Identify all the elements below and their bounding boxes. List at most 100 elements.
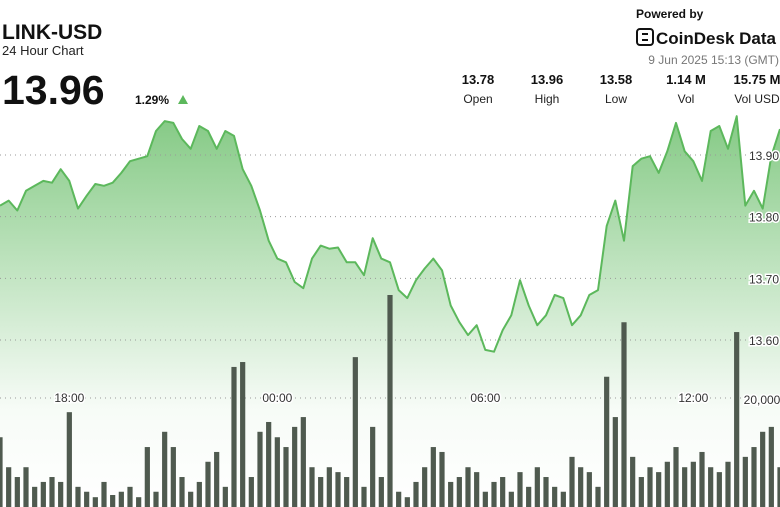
volume-bar bbox=[118, 491, 124, 507]
volume-bar bbox=[448, 481, 454, 507]
volume-bar bbox=[240, 362, 246, 507]
volume-bar bbox=[586, 472, 592, 507]
volume-bar bbox=[248, 477, 254, 507]
volume-bar bbox=[500, 477, 506, 507]
stat-value: 13.96 bbox=[531, 72, 564, 87]
volume-bar bbox=[534, 467, 540, 507]
volume-bar bbox=[110, 495, 116, 507]
volume-bar bbox=[526, 486, 532, 507]
y-tick-label: 13.60 bbox=[749, 334, 779, 348]
y2-tick-label: 20,000 bbox=[744, 393, 780, 407]
volume-bar bbox=[387, 294, 393, 507]
volume-bar bbox=[300, 417, 306, 507]
volume-bar bbox=[318, 477, 324, 507]
stat-value: 1.14 M bbox=[666, 72, 706, 87]
volume-bar bbox=[552, 486, 558, 507]
volume-bar bbox=[560, 491, 566, 507]
stat-value: 13.58 bbox=[600, 72, 633, 87]
x-tick-label: 12:00 bbox=[678, 391, 708, 405]
volume-bar bbox=[14, 477, 20, 507]
volume-bar bbox=[647, 467, 653, 507]
price: 13.96 bbox=[2, 67, 105, 113]
volume-bar bbox=[170, 447, 176, 507]
volume-bar bbox=[6, 467, 12, 507]
volume-bar bbox=[292, 426, 298, 507]
volume-bar bbox=[465, 467, 471, 507]
volume-bar bbox=[352, 357, 358, 507]
brand-icon bbox=[636, 28, 654, 46]
volume-bar bbox=[0, 437, 3, 507]
volume-bar bbox=[699, 451, 705, 507]
volume-bar bbox=[32, 486, 38, 507]
stat-label: Vol USD bbox=[734, 92, 780, 106]
volume-bar bbox=[196, 481, 202, 507]
volume-bar bbox=[413, 481, 419, 507]
volume-bar bbox=[214, 451, 220, 507]
volume-bar bbox=[543, 477, 549, 507]
volume-bar bbox=[361, 486, 367, 507]
price-line bbox=[0, 115, 780, 353]
volume-bar bbox=[612, 417, 618, 507]
volume-bar bbox=[326, 467, 332, 507]
chart-title: LINK-USD bbox=[2, 21, 102, 44]
volume-bar bbox=[725, 461, 731, 507]
volume-bar bbox=[101, 481, 107, 507]
stat-label: Open bbox=[463, 92, 492, 106]
volume-bar bbox=[23, 467, 29, 507]
volume-bar bbox=[162, 431, 168, 507]
volume-bar bbox=[136, 497, 142, 507]
volume-bar bbox=[179, 477, 185, 507]
volume-bar bbox=[578, 467, 584, 507]
volume-bar bbox=[508, 491, 514, 507]
volume-bar bbox=[84, 491, 90, 507]
volume-bar bbox=[638, 477, 644, 507]
volume-bar bbox=[569, 456, 575, 507]
powered-by: Powered by bbox=[636, 7, 704, 21]
volume-bar bbox=[58, 481, 64, 507]
volume-bar bbox=[335, 472, 341, 507]
volume-bar bbox=[231, 366, 237, 507]
chart-subtitle: 24 Hour Chart bbox=[2, 43, 84, 58]
volume-bar bbox=[222, 486, 228, 507]
x-tick-label: 18:00 bbox=[54, 391, 84, 405]
volume-bar bbox=[66, 412, 72, 507]
volume-bar bbox=[75, 486, 81, 507]
volume-bar bbox=[517, 472, 523, 507]
x-tick-label: 06:00 bbox=[470, 391, 500, 405]
volume-bar bbox=[257, 431, 263, 507]
volume-bar bbox=[205, 461, 211, 507]
volume-bar bbox=[344, 477, 350, 507]
volume-bar bbox=[734, 332, 740, 507]
volume-bar bbox=[708, 467, 714, 507]
volume-bar bbox=[682, 467, 688, 507]
volume-bar bbox=[396, 491, 402, 507]
volume-bar bbox=[422, 467, 428, 507]
volume-bar bbox=[309, 467, 315, 507]
volume-bar bbox=[274, 437, 280, 507]
plot bbox=[0, 115, 780, 507]
timestamp: 9 Jun 2025 15:13 (GMT) bbox=[648, 53, 779, 67]
stat-label: Vol bbox=[678, 92, 695, 106]
volume-bar bbox=[40, 481, 46, 507]
change: 1.29% bbox=[135, 93, 169, 107]
volume-bar bbox=[439, 451, 445, 507]
volume-bar bbox=[188, 491, 194, 507]
x-tick-label: 00:00 bbox=[262, 391, 292, 405]
volume-bar bbox=[690, 461, 696, 507]
stat-label: Low bbox=[605, 92, 627, 106]
volume-bar bbox=[673, 447, 679, 507]
volume-bar bbox=[474, 472, 480, 507]
overlay: LINK-USD 24 Hour Chart 13.96 1.29% Power… bbox=[2, 7, 780, 409]
volume-bar bbox=[768, 426, 774, 507]
volume-bar bbox=[621, 322, 627, 507]
volume-bar bbox=[404, 497, 410, 507]
volume-bar bbox=[370, 426, 376, 507]
volume-bar bbox=[751, 447, 757, 507]
volume-bar bbox=[604, 376, 610, 507]
volume-bar bbox=[266, 421, 272, 507]
y-tick-label: 13.80 bbox=[749, 211, 779, 225]
volume-bar bbox=[777, 467, 780, 507]
volume-bar bbox=[49, 477, 55, 507]
volume-bar bbox=[664, 461, 670, 507]
